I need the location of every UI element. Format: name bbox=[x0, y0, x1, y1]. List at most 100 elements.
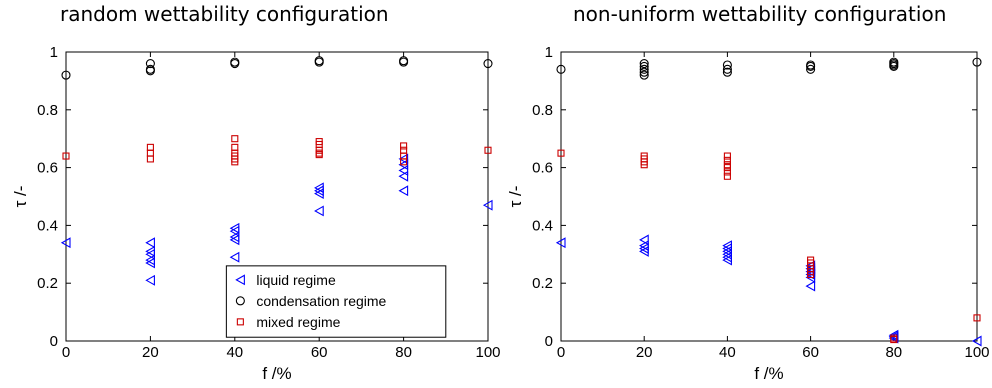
y-tick-label: 0.8 bbox=[37, 102, 58, 119]
data-point-square bbox=[723, 168, 731, 176]
x-tick-label: 100 bbox=[964, 344, 989, 361]
data-point-circle bbox=[639, 61, 649, 71]
x-tick-label: 80 bbox=[395, 344, 412, 361]
x-tick-label: 60 bbox=[802, 344, 819, 361]
data-point-triangle-left bbox=[805, 280, 816, 292]
data-point-square bbox=[146, 149, 154, 157]
legend-label: liquid regime bbox=[256, 272, 336, 288]
data-point-square bbox=[484, 146, 492, 154]
data-point-square bbox=[231, 158, 239, 166]
legend-marker-triangle-left bbox=[235, 274, 245, 286]
chart-panel-0: 0 20 40 60 80 100 0 0.2 0.4 0.6 0.8 1 f /% τ /- liquid… bbox=[11, 44, 501, 383]
data-point-triangle-left bbox=[398, 170, 409, 182]
data-point-square bbox=[723, 152, 731, 160]
x-tick-label: 20 bbox=[636, 344, 653, 361]
x-axis-label: f /% bbox=[754, 364, 783, 383]
legend-label: condensation regime bbox=[256, 293, 386, 309]
data-point-triangle-left bbox=[398, 185, 409, 197]
data-point-circle bbox=[889, 61, 899, 71]
data-point-square bbox=[315, 151, 323, 159]
chart-title-left: random wettability configuration bbox=[60, 2, 389, 26]
data-point-triangle-left bbox=[229, 234, 240, 246]
chart-panel-1: 0 20 40 60 80 100 0 0.2 0.4 0.6 0.8 1 f /% τ /- bbox=[506, 44, 990, 383]
data-point-triangle-left bbox=[398, 159, 409, 171]
y-tick-label: 0 bbox=[545, 333, 553, 350]
data-point-triangle-left bbox=[722, 254, 732, 266]
y-tick-label: 0.6 bbox=[37, 160, 58, 177]
data-point-circle bbox=[722, 67, 732, 77]
data-point-circle bbox=[145, 66, 155, 76]
x-tick-label: 20 bbox=[142, 344, 159, 361]
data-point-square bbox=[557, 149, 565, 157]
y-tick-label: 1 bbox=[50, 44, 58, 61]
data-point-circle bbox=[61, 70, 71, 80]
y-tick-label: 0.6 bbox=[532, 160, 553, 177]
x-tick-label: 60 bbox=[311, 344, 328, 361]
data-point-square bbox=[400, 146, 408, 154]
data-point-triangle-left bbox=[60, 237, 71, 249]
data-point-triangle-left bbox=[398, 165, 409, 176]
data-point-square bbox=[146, 143, 154, 151]
data-point-square bbox=[973, 314, 981, 322]
y-tick-label: 0 bbox=[50, 333, 58, 350]
y-tick-label: 0.4 bbox=[532, 217, 553, 234]
data-point-square bbox=[807, 270, 815, 279]
legend-marker-circle bbox=[235, 296, 245, 306]
data-point-triangle-left bbox=[314, 205, 324, 217]
data-point-circle bbox=[972, 57, 982, 67]
x-tick-label: 40 bbox=[719, 344, 736, 361]
data-point-circle bbox=[483, 59, 493, 69]
legend-box bbox=[225, 265, 447, 338]
plot-frame bbox=[560, 51, 978, 342]
x-tick-label: 0 bbox=[557, 344, 565, 361]
data-point-square bbox=[723, 164, 731, 172]
y-tick-label: 1 bbox=[545, 44, 553, 61]
data-point-circle bbox=[722, 60, 732, 70]
data-point-triangle-left bbox=[229, 225, 240, 237]
data-point-circle bbox=[314, 57, 324, 67]
data-point-square bbox=[723, 156, 731, 164]
data-point-triangle-left bbox=[639, 234, 649, 246]
data-point-triangle-left bbox=[145, 274, 155, 286]
data-point-square bbox=[231, 143, 239, 151]
data-point-square bbox=[400, 142, 408, 150]
legend-marker-square bbox=[236, 318, 244, 326]
data-point-circle bbox=[806, 64, 816, 74]
data-point-circle bbox=[399, 57, 409, 67]
data-point-circle bbox=[722, 64, 732, 74]
data-point-square bbox=[146, 155, 154, 163]
data-point-square bbox=[62, 152, 70, 160]
y-tick-label: 0.4 bbox=[37, 217, 58, 234]
data-point-circle bbox=[639, 59, 649, 69]
data-point-triangle-left bbox=[229, 251, 240, 263]
y-axis-label: τ /- bbox=[506, 186, 525, 208]
data-point-triangle-left bbox=[971, 335, 982, 347]
data-point-triangle-left bbox=[145, 257, 155, 269]
x-tick-label: 40 bbox=[226, 344, 243, 361]
data-point-circle bbox=[556, 64, 566, 74]
data-point-square bbox=[723, 172, 731, 180]
data-point-triangle-left bbox=[888, 332, 899, 344]
data-point-circle bbox=[639, 67, 649, 77]
x-tick-label: 100 bbox=[475, 344, 500, 361]
data-point-triangle-left bbox=[145, 248, 155, 260]
data-point-circle bbox=[145, 59, 155, 69]
data-point-circle bbox=[639, 64, 649, 74]
data-point-square bbox=[400, 158, 408, 166]
data-point-triangle-left bbox=[398, 153, 409, 165]
data-point-triangle-left bbox=[145, 237, 155, 249]
data-point-circle bbox=[806, 61, 816, 71]
data-point-triangle-left bbox=[314, 188, 324, 200]
data-point-square bbox=[890, 336, 898, 344]
data-point-triangle-left bbox=[482, 199, 493, 211]
y-tick-label: 0.2 bbox=[532, 275, 553, 292]
plot-frame bbox=[65, 51, 489, 342]
y-tick-label: 0.8 bbox=[532, 102, 553, 119]
data-point-circle bbox=[230, 59, 240, 69]
legend-label: mixed regime bbox=[256, 314, 340, 330]
y-axis-label: τ /- bbox=[11, 186, 30, 208]
data-point-triangle-left bbox=[639, 245, 649, 257]
x-tick-label: 80 bbox=[885, 344, 902, 361]
chart-title-right: non-uniform wettability configuration bbox=[573, 2, 947, 26]
